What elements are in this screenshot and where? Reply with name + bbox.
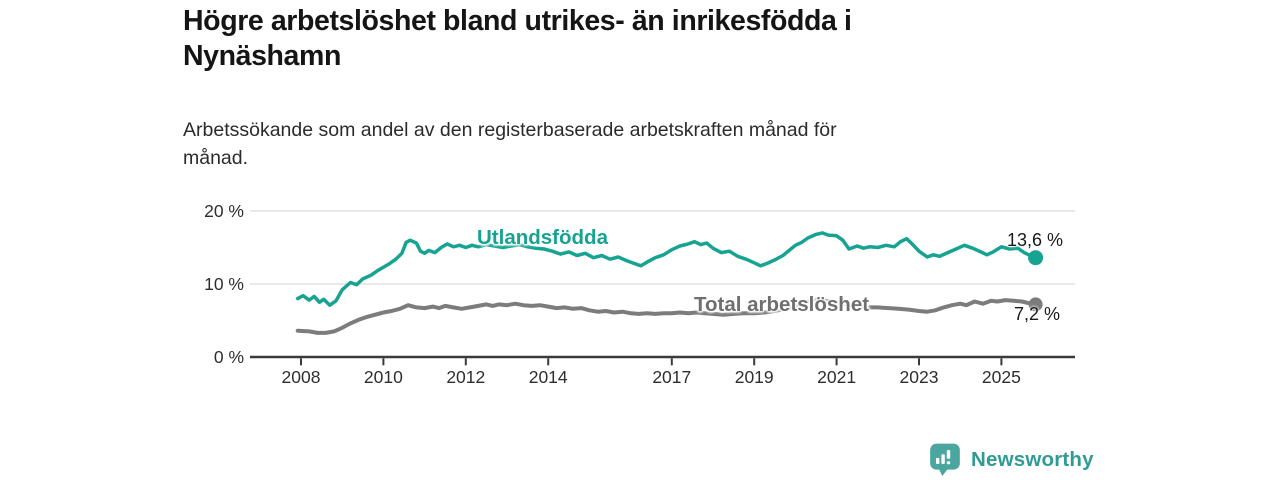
x-axis-tick-label: 2025	[981, 367, 1021, 387]
newsworthy-wordmark: Newsworthy	[971, 447, 1094, 471]
x-axis-tick-label: 2017	[652, 367, 692, 387]
x-axis-tick-label: 2019	[734, 367, 774, 387]
x-axis-tick-label: 2010	[363, 367, 403, 387]
newsworthy-logo[interactable]: Newsworthy	[928, 442, 1094, 477]
chart-subtitle-line-1: Arbetssökande som andel av den registerb…	[183, 119, 837, 141]
x-axis-tick-label: 2014	[528, 367, 568, 387]
y-axis-tick-label: 10 %	[204, 274, 244, 294]
page-title-line-1: Högre arbetslöshet bland utrikes- än inr…	[183, 5, 852, 37]
chart-subtitle-line-2: månad.	[183, 147, 249, 170]
x-axis-tick-label: 2008	[281, 367, 321, 387]
newsworthy-bar-chart-bubble-icon	[930, 443, 960, 476]
series-end-dot	[1028, 250, 1044, 266]
x-axis-tick-label: 2012	[446, 367, 486, 387]
y-axis-tick-label: 0 %	[213, 347, 244, 367]
y-axis-tick-label: 20 %	[204, 201, 244, 221]
series-label-total: Total arbetslöshet	[694, 293, 870, 316]
page-title-line-2: Nynäshamn	[183, 39, 341, 72]
page-title: Högre arbetslöshet bland utrikes- än inr…	[183, 4, 1063, 74]
x-axis-tick-label: 2023	[899, 367, 939, 387]
series-line	[295, 231, 1038, 307]
end-value-label-total: 7,2 %	[1014, 304, 1061, 324]
series-line	[295, 298, 1038, 335]
series-end-dot	[1028, 297, 1043, 312]
series-label-foreign-born: Utlandsfödda	[477, 226, 608, 249]
end-value-label-foreign-born: 13,6 %	[1007, 230, 1064, 250]
chart-subtitle: Arbetssökande som andel av den registerb…	[183, 116, 1063, 173]
x-axis-tick-label: 2021	[817, 367, 857, 387]
